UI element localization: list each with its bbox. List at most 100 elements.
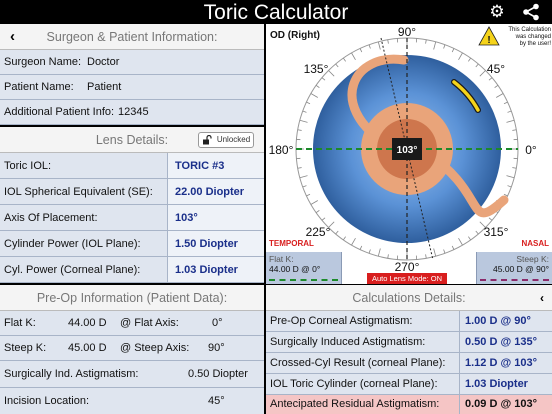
lock-toggle-button[interactable]: Unlocked xyxy=(198,132,254,148)
sia-label: Surgically Ind. Astigmatism: xyxy=(4,368,139,380)
share-icon[interactable] xyxy=(522,3,540,21)
temporal-label: TEMPORAL xyxy=(269,239,314,248)
dial-tick xyxy=(494,85,499,88)
dial-tick xyxy=(328,221,335,228)
crossed-cyl-result-value: 1.12 D @ 103° xyxy=(465,357,537,369)
dial-tick xyxy=(479,70,486,77)
dial-tick xyxy=(443,249,446,254)
steep-axis-value: 90° xyxy=(208,342,225,354)
incision-location-label: Incision Location: xyxy=(4,395,89,407)
preop-title: Pre-Op Information (Patient Data): xyxy=(36,291,228,305)
lens-details-title: Lens Details: xyxy=(95,133,169,147)
flat-axis-label: @ Flat Axis: xyxy=(120,317,179,329)
dial-tick xyxy=(343,236,346,241)
crossed-cyl-result-row: Crossed-Cyl Result (corneal Plane): 1.12… xyxy=(266,353,552,374)
axis-badge xyxy=(392,138,422,160)
angle-225-label: 225° xyxy=(306,225,331,239)
flat-k-box-value: 44.00 D @ 0° xyxy=(269,264,321,274)
sia-row[interactable]: Surgically Ind. Astigmatism: 0.50 Diopte… xyxy=(0,361,264,388)
toric-axis-diagram[interactable]: 103° OD (Right) 90° 45° 135° 180° 0° 225… xyxy=(266,24,552,284)
axis-value: 103° xyxy=(397,145,418,156)
axis-of-placement-label: Axis Of Placement: xyxy=(4,212,98,224)
gear-icon[interactable]: ⚙ xyxy=(489,2,505,21)
incision-location-row[interactable]: Incision Location: 45° xyxy=(0,388,264,414)
chevron-left-icon[interactable]: ‹ xyxy=(540,291,544,305)
dial-tick xyxy=(306,193,311,197)
dial-tick xyxy=(475,63,479,68)
incision-location-value: 45° xyxy=(208,395,225,407)
spherical-equivalent-value: 22.00 Diopter xyxy=(175,186,245,198)
dial-tick xyxy=(458,238,463,246)
residual-astigmatism-value: 0.09 D @ 103° xyxy=(465,398,537,410)
app-title: Toric Calculator xyxy=(203,1,349,24)
warning-notice[interactable]: ! This Calculation was changed by the us… xyxy=(478,26,552,47)
toric-diagram-panel[interactable]: 103° OD (Right) 90° 45° 135° 180° 0° 225… xyxy=(266,24,552,284)
iol-toric-cylinder-value: 1.03 Diopter xyxy=(465,378,528,390)
warning-line-1: This Calculation xyxy=(508,27,551,33)
spherical-equivalent-row[interactable]: IOL Spherical Equivalent (SE): 22.00 Dio… xyxy=(0,179,264,205)
dial-tick xyxy=(488,217,493,221)
auto-lens-mode-label: Auto Lens Mode: ON xyxy=(371,274,443,283)
flat-k-value: 44.00 D xyxy=(68,317,107,329)
steep-k-box-value: 45.00 D @ 90° xyxy=(493,264,549,274)
preop-header: Pre-Op Information (Patient Data): xyxy=(0,285,264,311)
steep-axis-label: @ Steep Axis: xyxy=(120,342,190,354)
surgeon-name-value: Doctor xyxy=(87,56,120,68)
auto-lens-mode-badge[interactable]: Auto Lens Mode: ON xyxy=(367,273,447,284)
angle-45-label: 45° xyxy=(487,62,505,76)
cylinder-power-iol-row[interactable]: Cylinder Power (IOL Plane): 1.50 Diopter xyxy=(0,231,264,257)
flat-k-row[interactable]: Flat K: 44.00 D @ Flat Axis: 0° xyxy=(0,311,264,336)
steep-k-label: Steep K: xyxy=(4,342,47,354)
dial-tick xyxy=(496,93,504,98)
dial-tick xyxy=(387,254,389,259)
steep-k-box-label: Steep K: xyxy=(516,254,549,264)
surgeon-name-row[interactable]: Surgeon Name: Doctor xyxy=(0,50,264,75)
surgeon-patient-panel: ‹ Surgeon & Patient Information: Surgeon… xyxy=(0,24,264,125)
angle-0-label: 0° xyxy=(525,143,537,157)
preop-corneal-astigmatism-value: 1.00 D @ 90° xyxy=(465,315,531,327)
dial-tick xyxy=(297,167,302,169)
additional-info-value: 12345 xyxy=(118,106,149,118)
cyl-power-corneal-row[interactable]: Cyl. Power (Corneal Plane): 1.03 Diopter xyxy=(0,257,264,283)
dial-tick xyxy=(302,110,307,113)
angle-135-label: 135° xyxy=(304,62,329,76)
back-chevron-icon[interactable]: ‹ xyxy=(10,28,15,45)
patient-name-row[interactable]: Patient Name: Patient xyxy=(0,75,264,100)
dial-tick xyxy=(503,193,508,197)
calculation-details-header: Calculations Details: ‹ xyxy=(266,285,552,311)
dial-tick xyxy=(299,175,308,179)
dial-tick xyxy=(368,44,371,49)
sia-result-label: Surgically Induced Astigmatism: xyxy=(270,336,426,348)
flat-axis-value: 0° xyxy=(212,317,223,329)
lock-label: Unlocked xyxy=(216,135,251,144)
toric-iol-row[interactable]: Toric IOL: TORIC #3 xyxy=(0,153,264,179)
additional-info-row[interactable]: Additional Patient Info: 12345 xyxy=(0,100,264,125)
sia-value: 0.50 Diopter xyxy=(188,368,248,380)
iol-toric-cylinder-label: IOL Toric Cylinder (corneal Plane): xyxy=(270,378,438,390)
axis-of-placement-row[interactable]: Axis Of Placement: 103° xyxy=(0,205,264,231)
dial-tick xyxy=(507,110,512,113)
dial-tick xyxy=(302,185,307,188)
dial-tick xyxy=(315,85,320,88)
warning-line-3: by the user! xyxy=(520,41,552,47)
dial-tick xyxy=(368,249,371,254)
dial-tick xyxy=(488,77,493,81)
dial-tick xyxy=(458,52,463,60)
iol-toric-cylinder-row: IOL Toric Cylinder (corneal Plane): 1.03… xyxy=(266,374,552,395)
angle-180-label: 180° xyxy=(269,143,294,157)
angle-90-label: 90° xyxy=(398,25,416,39)
dial-tick xyxy=(433,248,437,257)
crossed-cyl-result-label: Crossed-Cyl Result (corneal Plane): xyxy=(270,357,446,369)
steep-k-row[interactable]: Steep K: 45.00 D @ Steep Axis: 90° xyxy=(0,336,264,361)
svg-text:!: ! xyxy=(487,35,490,46)
toric-iol-value: TORIC #3 xyxy=(175,160,225,172)
dial-tick xyxy=(451,245,455,250)
steep-k-value: 45.00 D xyxy=(68,342,107,354)
surgeon-patient-title: Surgeon & Patient Information: xyxy=(46,30,218,44)
cylinder-power-iol-label: Cylinder Power (IOL Plane): xyxy=(4,238,141,250)
dial-tick xyxy=(443,44,446,49)
axis-of-placement-value: 103° xyxy=(175,212,198,224)
toric-iol-label: Toric IOL: xyxy=(4,160,52,172)
dial-tick xyxy=(315,210,320,213)
sia-result-row: Surgically Induced Astigmatism: 0.50 D @… xyxy=(266,332,552,353)
